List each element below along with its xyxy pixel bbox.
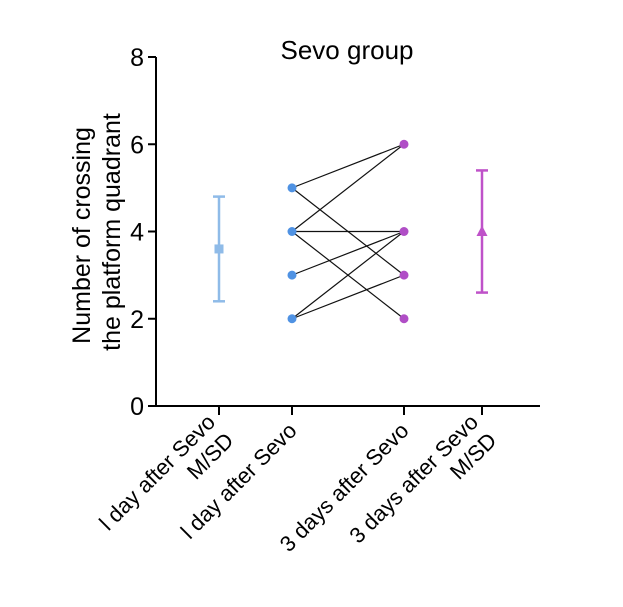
y-axis-label-line-2: the platform quadrant [98,113,126,351]
y-axis-label: Number of crossing the platform quadrant [68,113,126,351]
y-axis: 0 2 4 6 8 [130,44,157,421]
point-day1 [287,314,297,324]
data-points [287,139,409,324]
point-day1 [287,227,297,236]
y-tick-label: 0 [130,393,144,421]
x-tick-label: 3 days after SevoM/SD [344,409,501,566]
x-axis [156,405,540,415]
point-day3 [399,227,409,236]
y-tick-label: 6 [130,131,144,159]
y-tick-label: 4 [130,219,144,247]
chart-title: Sevo group [281,35,414,65]
point-day3 [399,314,409,324]
pair-line [291,143,405,189]
mean-marker-triangle [476,225,488,236]
y-tick-label: 8 [130,44,144,72]
point-day3 [399,270,409,280]
point-day1 [287,270,297,280]
pair-line [291,230,405,276]
summary-markers [213,169,488,303]
pair-line [291,274,405,320]
point-day1 [287,183,297,193]
mean-marker-square [214,244,224,254]
y-axis-label-line-1: Number of crossing [68,127,96,344]
x-tick-label: l day after SevoM/SD [94,409,238,553]
y-tick-label: 2 [130,306,144,334]
paired-lines [291,143,405,320]
pair-line [291,143,405,232]
pair-line [291,231,405,320]
point-day3 [399,139,409,149]
